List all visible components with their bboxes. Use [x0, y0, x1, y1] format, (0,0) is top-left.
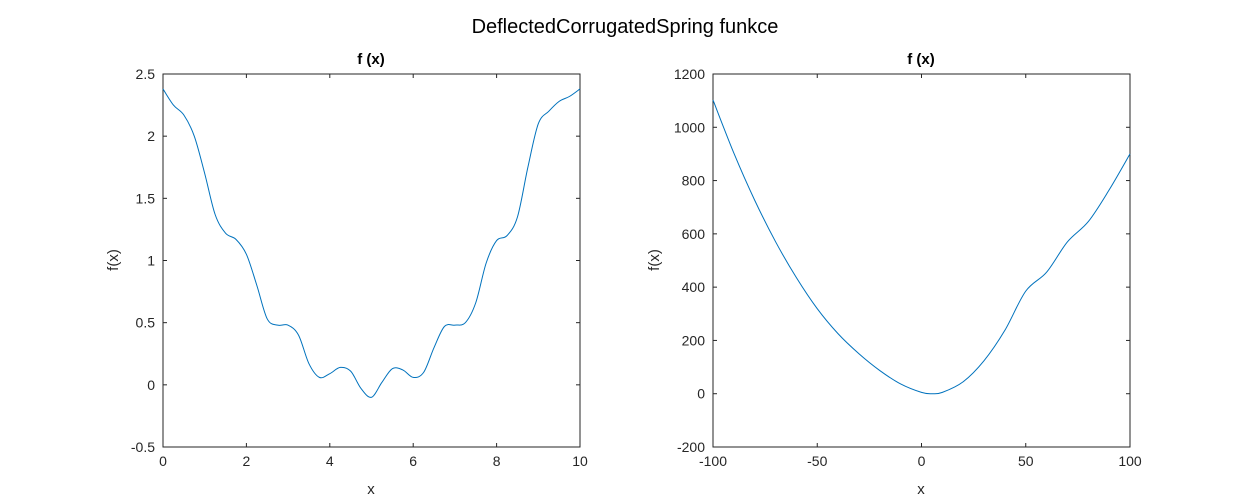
right-plot-x-tick-label: -100 [699, 453, 727, 469]
left-plot-ylabel: f(x) [105, 249, 122, 271]
left-plot-axes-box [162, 73, 581, 448]
figure-title: DeflectedCorrugatedSpring funkce [472, 16, 779, 38]
right-plot-y-tick-label: 1200 [674, 66, 705, 82]
right-plot: f (x) -100 -50 0 50 100 -200 0 200 400 600 800 100… [646, 51, 1142, 498]
right-plot-y-tick-label: 0 [697, 386, 705, 402]
left-plot-x-tick-label: 6 [409, 453, 417, 469]
right-plot-y-ticks: -200 0 200 400 600 800 1000 1200 [674, 66, 1130, 455]
right-plot-title: f (x) [907, 51, 935, 68]
right-plot-x-tick-label: 0 [918, 453, 926, 469]
left-plot-x-tick-label: 10 [572, 453, 588, 469]
right-plot-y-tick-label: 800 [682, 173, 706, 189]
left-plot-y-tick-label: 1 [147, 253, 155, 269]
left-plot-xlabel: x [367, 481, 375, 498]
right-plot-x-tick-label: 100 [1118, 453, 1142, 469]
left-plot-y-tick-label: 1.5 [136, 190, 156, 206]
left-plot: f (x) 0 2 4 6 8 10 -0.500.511.522.5 x f(x) [105, 51, 588, 498]
right-plot-y-tick-label: 200 [682, 332, 706, 348]
left-plot-title: f (x) [357, 51, 385, 68]
right-plot-y-tick-label: 1000 [674, 119, 705, 135]
left-plot-y-tick-label: 2 [147, 128, 155, 144]
left-plot-y-tick-label: 0.5 [136, 315, 156, 331]
right-plot-xlabel: x [917, 481, 925, 498]
left-plot-y-tick-label: 0 [147, 377, 155, 393]
right-plot-series-line [712, 99, 1131, 395]
left-plot-y-tick-label: 2.5 [136, 66, 156, 82]
right-plot-x-tick-label: -50 [807, 453, 827, 469]
right-plot-x-tick-label: 50 [1018, 453, 1034, 469]
right-plot-x-ticks: -100 -50 0 50 100 [699, 74, 1142, 469]
left-plot-x-tick-label: 0 [159, 453, 167, 469]
left-plot-x-tick-label: 4 [326, 453, 334, 469]
left-plot-x-ticks: 0 2 4 6 8 10 [159, 74, 588, 469]
left-plot-y-ticks: -0.5 0 0.5 1 1.5 2 2.5 [131, 66, 580, 455]
left-plot-x-tick-label: 8 [493, 453, 501, 469]
left-plot-series-line [162, 88, 581, 398]
left-plot-y-tick-label: -0.5 [131, 439, 155, 455]
right-plot-axes-box [712, 73, 1131, 448]
left-plot-x-tick-label: 2 [243, 453, 251, 469]
right-plot-y-tick-label: 600 [682, 226, 706, 242]
right-plot-y-tick-label: -200 [677, 439, 705, 455]
right-plot-ylabel: f(x) [646, 249, 663, 271]
right-plot-y-tick-label: 400 [682, 279, 706, 295]
